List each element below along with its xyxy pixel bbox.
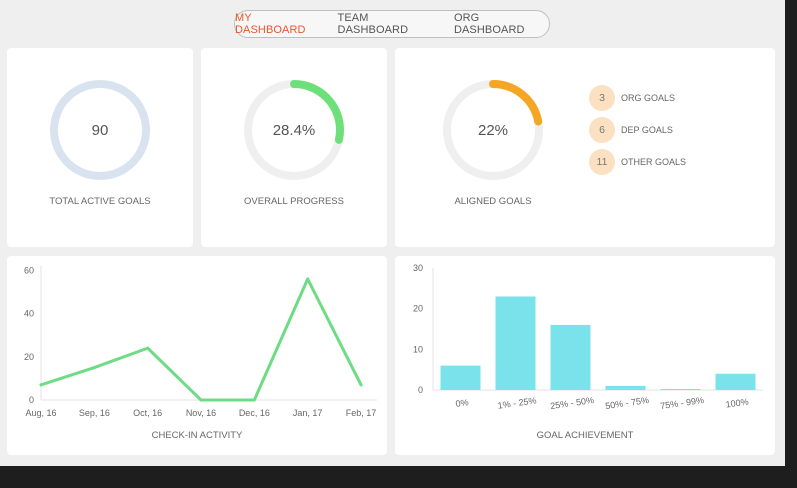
checkin-activity-card: 0 20 40 60 Aug, 16 Sep, 16 Oct, 16 Nov, 16 Dec, … <box>7 256 387 455</box>
y-tick-label: 0 <box>29 395 34 405</box>
aligned-goals-card: 22% ALIGNED GOALS 3 ORG GOALS 6 DEP GOAL… <box>395 48 775 247</box>
checkin-point <box>146 346 150 350</box>
goal-achievement-caption: GOAL ACHIEVEMENT <box>536 430 634 441</box>
y-tick-label: 20 <box>413 304 423 314</box>
checkin-point <box>306 277 310 281</box>
total-goals-caption: TOTAL ACTIVE GOALS <box>49 196 151 207</box>
y-tick-label: 20 <box>24 352 34 362</box>
aligned-goals-arc <box>443 80 543 180</box>
y-tick-label: 60 <box>24 265 34 275</box>
x-tick-label: 50% - 75% <box>605 395 650 411</box>
overall-progress-donut: 28.4% <box>244 80 344 180</box>
other-goals-row: 11 OTHER GOALS <box>589 149 686 175</box>
tab-org-dashboard[interactable]: ORG DASHBOARD <box>453 12 525 36</box>
checkin-point <box>199 398 203 402</box>
total-goals-donut: 90 <box>50 80 150 180</box>
checkin-point <box>359 383 363 387</box>
dashboard-tabs: MY DASHBOARD TEAM DASHBOARD ORG DASHBOAR… <box>234 10 550 38</box>
x-tick-label: 0% <box>455 397 469 409</box>
aligned-goals-value: 22% <box>478 122 508 139</box>
goal-achievement-chart: 0 10 20 30 0% 1% - 25% 25% - 50% 50% - 75% 75% -… <box>413 263 763 411</box>
x-tick-label: Dec, 16 <box>239 408 270 418</box>
y-tick-label: 40 <box>24 309 34 319</box>
goal-achievement-bar <box>715 373 756 390</box>
y-tick-label: 0 <box>418 385 423 395</box>
x-tick-label: 100% <box>725 396 749 409</box>
org-goals-label: ORG GOALS <box>621 93 676 103</box>
x-tick-label: 25% - 50% <box>550 395 595 411</box>
checkin-activity-caption: CHECK-IN ACTIVITY <box>151 430 243 441</box>
checkin-point <box>252 398 256 402</box>
x-tick-label: Aug, 16 <box>25 408 56 418</box>
overall-progress-value: 28.4% <box>273 122 316 139</box>
dep-goals-row: 6 DEP GOALS <box>589 117 673 143</box>
org-goals-row: 3 ORG GOALS <box>589 85 675 111</box>
goal-achievement-bar <box>605 385 646 390</box>
aligned-goals-caption: ALIGNED GOALS <box>454 196 532 207</box>
checkin-point <box>92 366 96 370</box>
y-tick-label: 10 <box>413 344 423 354</box>
goal-achievement-bar <box>550 324 591 390</box>
overall-progress-caption: OVERALL PROGRESS <box>244 196 344 207</box>
goal-achievement-bar <box>495 296 536 390</box>
x-tick-label: Sep, 16 <box>79 408 110 418</box>
goal-achievement-bar <box>660 389 701 390</box>
overall-progress-arc <box>244 80 344 180</box>
x-tick-label: 75% - 99% <box>660 395 705 411</box>
org-goals-count: 3 <box>589 85 615 111</box>
x-tick-label: 1% - 25% <box>497 395 537 410</box>
checkin-activity-chart: 0 20 40 60 Aug, 16 Sep, 16 Oct, 16 Nov, 16 Dec, … <box>24 265 377 418</box>
x-tick-label: Jan, 17 <box>293 408 323 418</box>
tab-team-dashboard[interactable]: TEAM DASHBOARD <box>337 12 409 36</box>
x-tick-label: Feb, 17 <box>346 408 377 418</box>
aligned-goals-donut: 22% <box>443 80 543 180</box>
checkin-point <box>39 383 43 387</box>
y-tick-label: 30 <box>413 263 423 273</box>
dashboard-app: MY DASHBOARD TEAM DASHBOARD ORG DASHBOAR… <box>0 0 785 466</box>
checkin-series-line <box>39 277 363 402</box>
total-goals-card: 90 TOTAL ACTIVE GOALS <box>7 48 193 247</box>
tab-my-dashboard[interactable]: MY DASHBOARD <box>235 12 306 36</box>
dep-goals-count: 6 <box>589 117 615 143</box>
dep-goals-label: DEP GOALS <box>621 125 673 135</box>
goal-achievement-card: 0 10 20 30 0% 1% - 25% 25% - 50% 50% - 75% 75% -… <box>395 256 775 455</box>
other-goals-label: OTHER GOALS <box>621 157 687 167</box>
other-goals-count: 11 <box>589 149 615 175</box>
total-goals-value: 90 <box>92 122 109 139</box>
x-tick-label: Oct, 16 <box>133 408 162 418</box>
goal-achievement-bar <box>440 365 481 390</box>
x-tick-label: Nov, 16 <box>186 408 216 418</box>
overall-progress-card: 28.4% OVERALL PROGRESS <box>201 48 387 247</box>
